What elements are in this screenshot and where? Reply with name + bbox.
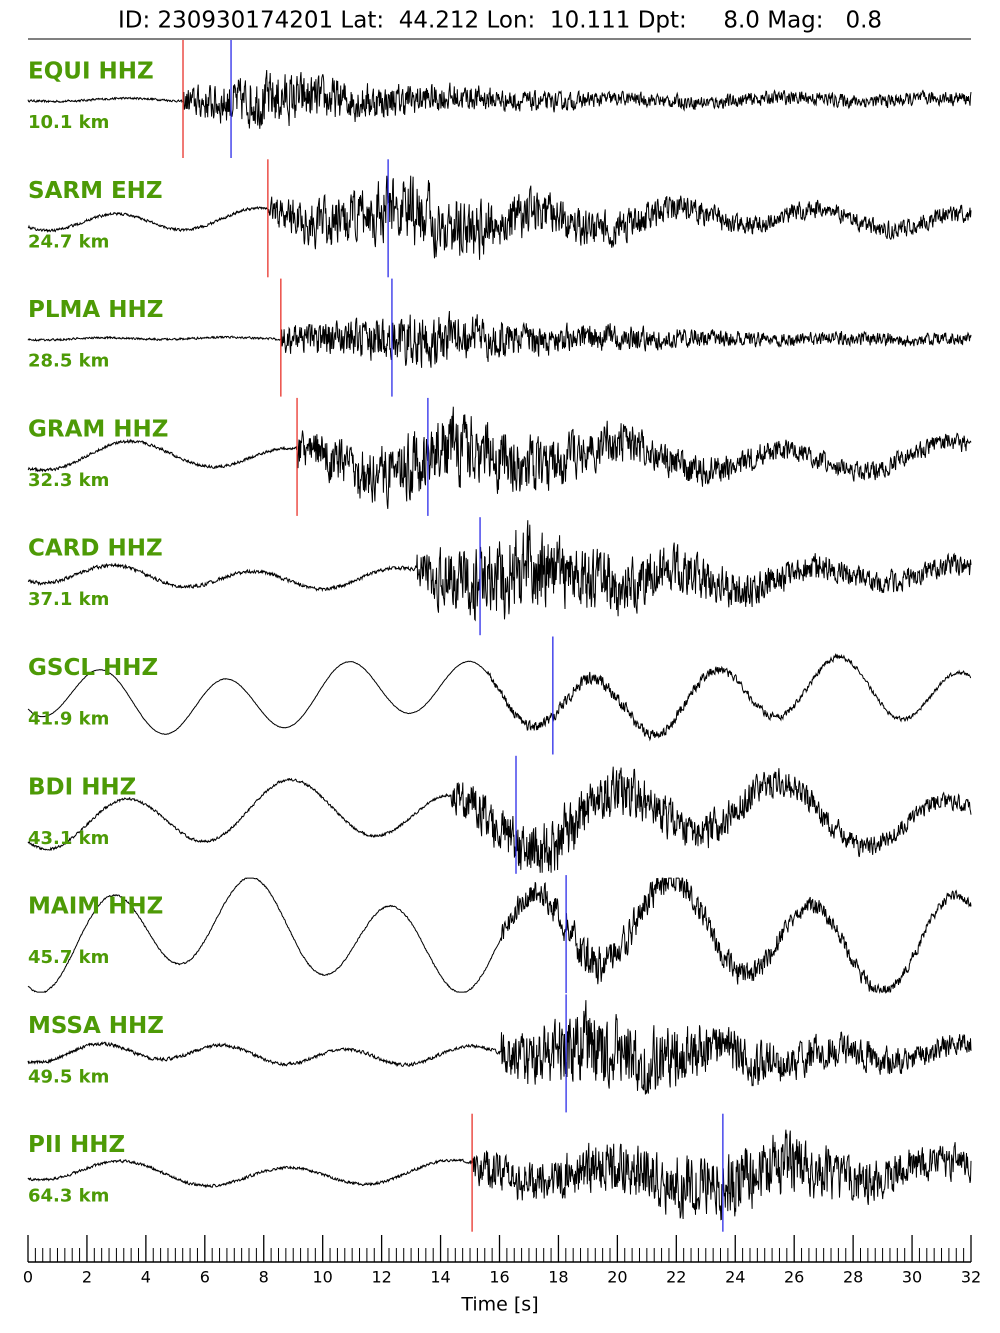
station-label: SARM EHZ	[28, 178, 163, 204]
distance-label: 10.1 km	[28, 112, 109, 133]
x-tick-label: 10	[313, 1268, 333, 1287]
x-tick-label: 18	[548, 1268, 568, 1287]
waveform	[27, 1129, 972, 1221]
waveform	[27, 175, 972, 260]
distance-label: 32.3 km	[28, 470, 109, 491]
station-label: EQUI HHZ	[28, 59, 154, 85]
distance-label: 49.5 km	[28, 1066, 109, 1087]
x-tick-label: 6	[200, 1268, 210, 1287]
distance-label: 45.7 km	[28, 947, 109, 968]
station-label: PLMA HHZ	[28, 297, 163, 323]
station-label: CARD HHZ	[28, 536, 163, 562]
x-tick-label: 12	[371, 1268, 391, 1287]
x-tick-label: 14	[430, 1268, 450, 1287]
x-tick-label: 26	[784, 1268, 804, 1287]
station-label: BDI HHZ	[28, 774, 136, 800]
distance-label: 64.3 km	[28, 1186, 109, 1207]
waveform	[27, 877, 972, 995]
x-tick-label: 20	[607, 1268, 627, 1287]
distance-label: 43.1 km	[28, 828, 109, 849]
waveform	[27, 69, 972, 129]
distance-label: 24.7 km	[28, 231, 109, 252]
x-axis-label: Time [s]	[460, 1294, 538, 1316]
station-label: GSCL HHZ	[28, 655, 158, 681]
waveform	[27, 766, 972, 873]
x-tick-label: 16	[489, 1268, 509, 1287]
station-label: GRAM HHZ	[28, 416, 168, 442]
distance-label: 37.1 km	[28, 589, 109, 610]
x-tick-label: 0	[23, 1268, 33, 1287]
waveform	[27, 520, 972, 622]
station-label: PII HHZ	[28, 1132, 125, 1158]
x-tick-label: 28	[843, 1268, 863, 1287]
x-tick-label: 32	[961, 1268, 981, 1287]
station-label: MAIM HHZ	[28, 894, 163, 920]
waveform	[27, 406, 972, 509]
waveform	[27, 1000, 972, 1095]
waveform	[27, 310, 972, 368]
station-label: MSSA HHZ	[28, 1013, 164, 1039]
x-tick-label: 2	[82, 1268, 92, 1287]
x-tick-label: 4	[141, 1268, 151, 1287]
distance-label: 41.9 km	[28, 709, 109, 730]
x-tick-label: 22	[666, 1268, 686, 1287]
x-tick-label: 24	[725, 1268, 745, 1287]
x-tick-label: 8	[259, 1268, 269, 1287]
chart-title: ID: 230930174201 Lat: 44.212 Lon: 10.111…	[118, 8, 882, 34]
distance-label: 28.5 km	[28, 351, 109, 372]
waveform	[27, 652, 972, 742]
x-tick-label: 30	[902, 1268, 922, 1287]
